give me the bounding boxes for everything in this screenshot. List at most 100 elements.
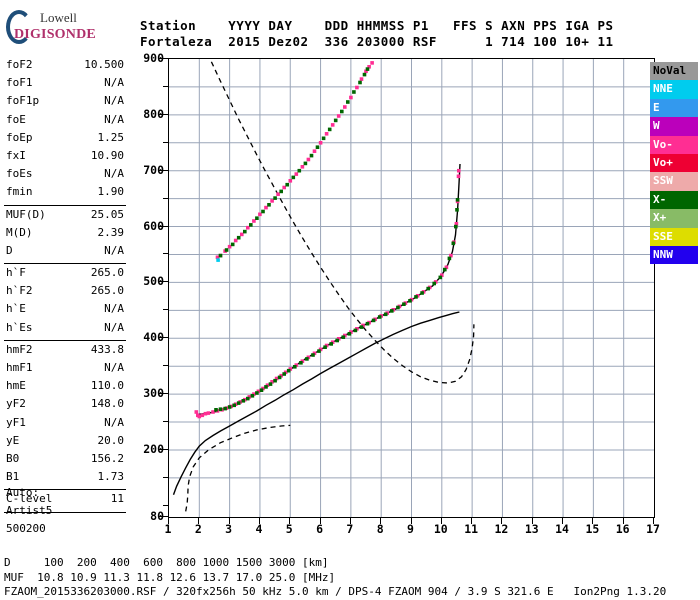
echo-point: [402, 302, 406, 306]
footer-file-row: FZAOM_2015336203000.RSF / 320fx256h 50 k…: [4, 585, 667, 598]
param-row-hmf1: hmF1 N/A: [4, 361, 126, 379]
param-value: N/A: [104, 112, 124, 126]
param-key: yF2: [6, 397, 26, 411]
param-row-b0: B0 156.2: [4, 452, 126, 470]
x-tick-label: 11: [464, 522, 479, 536]
legend-item-sse[interactable]: SSE: [650, 227, 698, 246]
x-axis-labels: 1 2 3 4 5 6 7 8 9 10 11 12 13 14 15 16 17: [165, 522, 660, 542]
echo-point: [264, 385, 268, 389]
echo-point: [444, 265, 449, 270]
x-tick: [380, 518, 382, 524]
echo-point: [449, 253, 453, 258]
echo-point: [317, 349, 321, 353]
echo-point: [300, 165, 305, 169]
y-tick-label: 500: [143, 274, 164, 289]
x-tick-label: 15: [585, 522, 600, 536]
echo-point: [264, 205, 268, 210]
echo-point: [347, 332, 352, 336]
param-group-divider: [4, 511, 126, 513]
echo-point: [457, 168, 461, 173]
legend-item-e[interactable]: E: [650, 98, 698, 118]
y-tick-label: 300: [143, 386, 164, 401]
x-tick: [228, 518, 230, 524]
echo-point: [309, 153, 314, 158]
echo-point: [274, 376, 279, 381]
echo-point: [258, 212, 262, 217]
param-value: 20.0: [97, 433, 125, 447]
param-value: N/A: [104, 302, 124, 316]
echo-point: [255, 391, 259, 395]
param-row-hf2: h`F2 265.0: [4, 284, 126, 302]
echo-point: [420, 291, 424, 295]
auto-label: Auto:: [6, 486, 40, 499]
echo-point: [324, 132, 329, 136]
param-value: N/A: [104, 361, 124, 374]
y-tick: [159, 58, 168, 59]
echo-point: [276, 192, 280, 196]
legend-item-nne[interactable]: NNE: [650, 80, 698, 99]
y-tick-label: 900: [143, 51, 164, 65]
auto-code: 500200: [6, 522, 46, 535]
param-key: h`E: [6, 302, 26, 316]
param-key: yF1: [6, 415, 26, 429]
y-tick: [159, 169, 168, 171]
y-tick: [163, 421, 168, 423]
echo-point: [432, 281, 436, 286]
auto-scaling-block: Auto: Artist5 500200: [6, 484, 126, 538]
x-tick: [653, 518, 654, 524]
x-tick: [349, 518, 351, 524]
legend-item-nnw[interactable]: NNW: [650, 245, 698, 265]
echo-point: [333, 118, 338, 123]
legend-item-vo[interactable]: Vo+: [650, 153, 698, 173]
echo-point: [447, 256, 452, 261]
legend-item-ssw[interactable]: SSW: [650, 172, 698, 191]
echo-point: [259, 388, 264, 392]
echo-point: [349, 95, 353, 100]
echo-point: [327, 127, 332, 132]
legend-item-x[interactable]: X+: [650, 209, 698, 228]
param-key: hmF2: [6, 342, 33, 356]
echo-point: [306, 157, 311, 162]
param-group-divider: [4, 339, 126, 341]
x-tick-label: 1: [164, 522, 172, 536]
echo-point: [383, 312, 388, 317]
param-key: hmF1: [6, 361, 33, 374]
echo-point: [365, 321, 370, 326]
echo-point: [370, 61, 374, 65]
echo-point: [232, 403, 236, 408]
echo-point: [261, 209, 265, 214]
legend-item-w[interactable]: W: [650, 117, 698, 136]
y-tick: [159, 281, 168, 283]
echo-point: [270, 199, 274, 203]
echo-point: [343, 105, 347, 109]
echo-point: [241, 399, 246, 403]
x-tick-label: 9: [407, 522, 414, 536]
param-group-divider: [4, 489, 126, 491]
echo-point: [346, 100, 350, 104]
x-tick: [258, 518, 260, 524]
echo-direction-legend[interactable]: NoVal NNE E W Vo- Vo+ SSW X- X+ SSE NNW: [650, 62, 698, 265]
y-tick: [163, 476, 168, 478]
ionogram-plot-area[interactable]: [168, 58, 655, 518]
legend-item-noval[interactable]: NoVal: [650, 62, 698, 81]
ionogram-svg: [169, 59, 654, 517]
param-key: h`F2: [6, 284, 33, 298]
legend-item-x[interactable]: X-: [650, 190, 698, 210]
param-key: fxI: [6, 148, 26, 162]
param-row-b1: B1 1.73: [4, 470, 126, 488]
echo-point: [367, 65, 371, 69]
param-key: foEp: [6, 130, 33, 144]
x-tick-label: 8: [376, 522, 384, 536]
x-tick-label: 2: [194, 522, 202, 536]
x-axis-ticks: [168, 518, 655, 526]
x-tick: [501, 518, 503, 524]
x-tick: [531, 518, 533, 524]
x-tick-label: 12: [494, 522, 509, 536]
series-nne-marker: [216, 258, 220, 262]
x-tick-label: 7: [346, 522, 354, 536]
y-tick-label: 400: [143, 330, 164, 345]
echo-point: [255, 216, 259, 220]
echo-point: [330, 123, 335, 127]
legend-item-vo[interactable]: Vo-: [650, 135, 698, 154]
param-row-fof1: foF1 N/A: [4, 76, 126, 94]
